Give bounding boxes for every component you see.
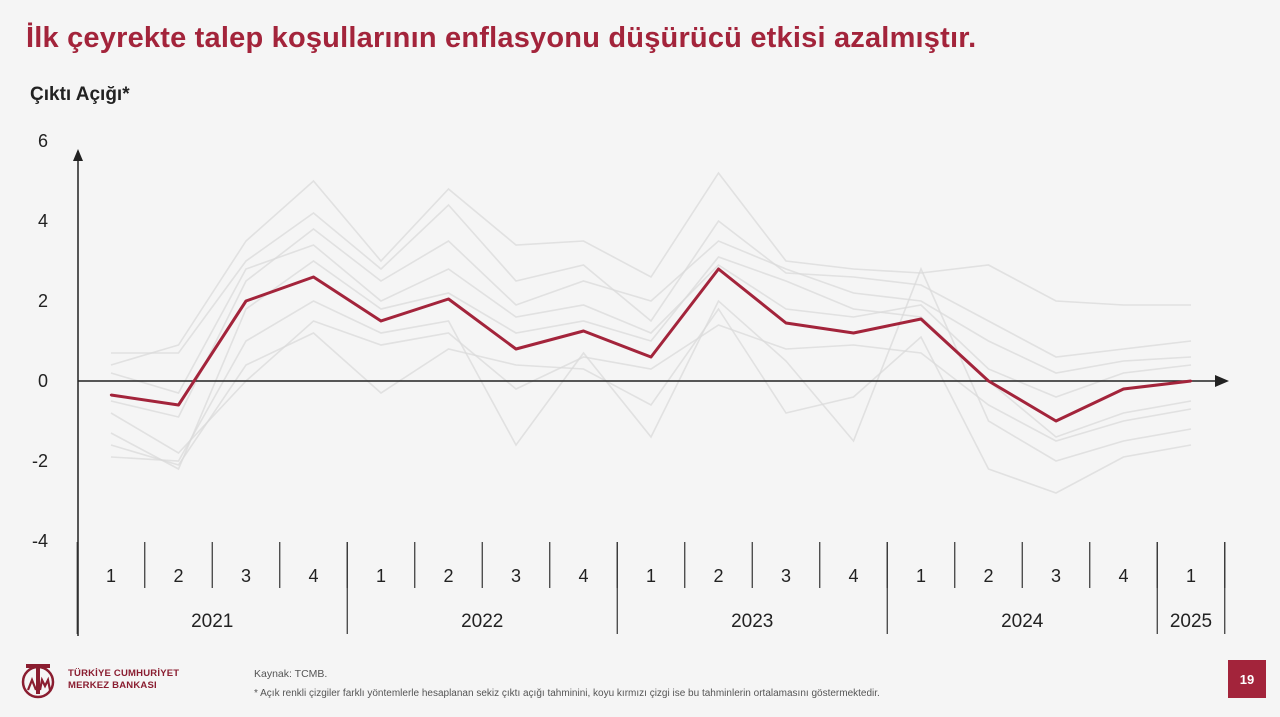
quarter-label: 4 (1118, 566, 1128, 586)
quarter-label: 1 (916, 566, 926, 586)
average-point (447, 297, 450, 301)
central-bank-logo: TÜRKİYE CUMHURİYET MERKEZ BANKASI (18, 660, 179, 700)
average-point (852, 331, 855, 335)
quarter-label: 4 (578, 566, 588, 586)
quarter-label: 2 (983, 566, 993, 586)
source-note: Kaynak: TCMB. (254, 668, 328, 680)
y-tick-label: -2 (32, 451, 48, 471)
average-point (1122, 387, 1125, 391)
average-line-group (109, 267, 1193, 423)
average-point (987, 379, 990, 383)
y-tick-label: 6 (38, 131, 48, 151)
logo-line-1: TÜRKİYE CUMHURİYET (68, 668, 180, 679)
y-tick-label: 4 (38, 211, 48, 231)
y-tick-label: 2 (38, 291, 48, 311)
x-axis-categories: 1 2 3 4 1 2 3 4 1 2 3 4 1 2 3 4 1 2021 2022 2023 2024 2025 (76, 542, 1226, 634)
estimate-line-6 (110, 307, 1192, 494)
quarter-label: 1 (1186, 566, 1196, 586)
footnote: * Açık renkli çizgiler farklı yöntemlerl… (254, 688, 880, 699)
y-tick-labels: -4 -2 0 2 4 6 (32, 131, 48, 551)
average-point (649, 355, 653, 359)
estimate-line-2 (111, 203, 1192, 358)
estimate-line-4 (110, 256, 1192, 471)
quarter-label: 4 (308, 566, 318, 586)
y-tick-label: 0 (38, 371, 48, 391)
estimate-line-3 (110, 227, 1192, 418)
average-point (312, 275, 315, 279)
estimate-line-5 (110, 266, 1192, 462)
estimate-line-1 (110, 171, 1191, 366)
average-point (244, 299, 248, 303)
quarter-label: 3 (1051, 566, 1061, 586)
x-axis-arrow (1215, 375, 1229, 387)
quarter-label: 2 (443, 566, 453, 586)
quarter-label: 1 (646, 566, 656, 586)
quarter-label: 3 (781, 566, 791, 586)
y-tick-label: -4 (32, 531, 48, 551)
average-point (177, 403, 180, 407)
quarter-label: 2 (713, 566, 723, 586)
chart-title: Çıktı Açığı* (30, 84, 130, 105)
average-point (784, 321, 788, 325)
year-label: 2023 (731, 611, 773, 632)
estimate-line-7 (110, 320, 1192, 455)
average-point (1054, 419, 1058, 423)
average-point (1189, 379, 1193, 383)
average-point (379, 319, 383, 323)
average-point (514, 347, 518, 351)
year-label: 2021 (191, 611, 233, 632)
quarter-label: 4 (848, 566, 858, 586)
quarter-label: 3 (241, 566, 251, 586)
page-number: 19 (1228, 660, 1266, 698)
quarter-label: 1 (376, 566, 386, 586)
tcmb-logo-icon (21, 664, 55, 699)
estimate-line-8 (110, 244, 1192, 398)
year-label: 2025 (1170, 611, 1212, 632)
average-point (717, 267, 720, 271)
average-point (919, 317, 923, 321)
y-axis-arrow (73, 149, 83, 161)
average-point (582, 329, 585, 333)
quarter-label: 2 (173, 566, 183, 586)
quarter-label: 1 (106, 566, 116, 586)
page-title: İlk çeyrekte talep koşullarının enflasyo… (26, 22, 977, 54)
estimate-lines (110, 171, 1192, 494)
year-label: 2024 (1001, 611, 1044, 632)
year-label: 2022 (461, 611, 503, 632)
average-point (109, 393, 113, 397)
average-line (110, 267, 1192, 423)
axes (73, 149, 1229, 636)
logo-line-2: MERKEZ BANKASI (68, 680, 157, 691)
quarter-label: 3 (511, 566, 521, 586)
